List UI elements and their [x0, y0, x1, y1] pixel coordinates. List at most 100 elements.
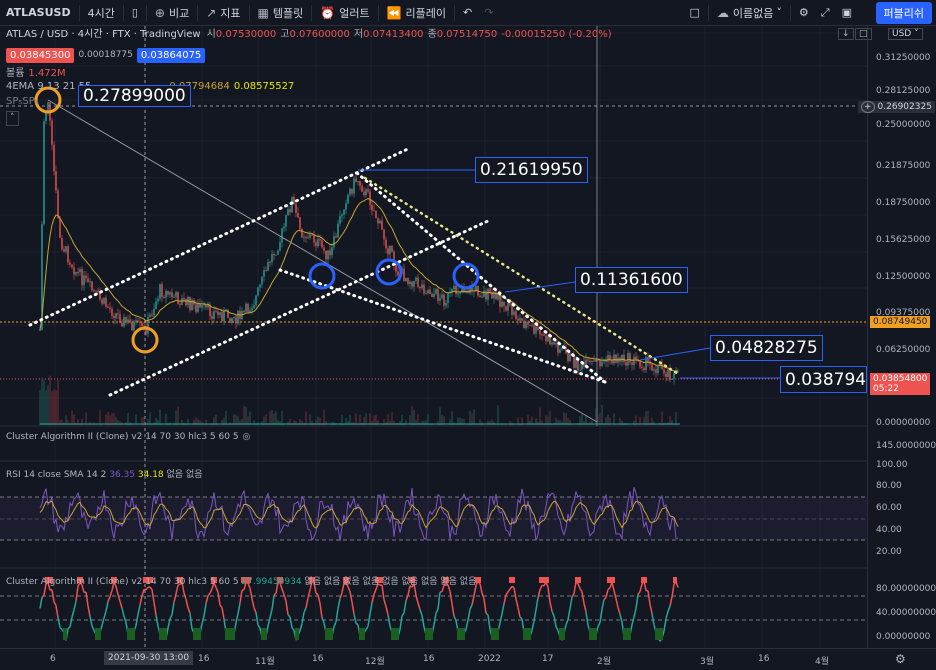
chart-type-button[interactable]: ▯	[126, 0, 144, 26]
cluster2-lo-144	[327, 628, 329, 640]
candle-body-93	[225, 309, 227, 312]
volume-bar-148	[335, 422, 337, 425]
volume-bar-233	[505, 423, 507, 425]
volume-bar-158	[355, 413, 357, 425]
cluster2-lo-178	[395, 628, 397, 640]
volume-bar-283	[605, 417, 607, 425]
redo-button[interactable]: ↷	[478, 0, 499, 26]
volume-bar-114	[267, 423, 269, 425]
cluster2-seg-287	[613, 590, 617, 599]
candle-body-128	[295, 204, 297, 213]
fullscreen-button[interactable]: ⤢	[815, 0, 836, 26]
alerts-button[interactable]: ⏰ 얼러트	[314, 0, 375, 26]
cluster2-seg-78	[195, 636, 199, 639]
candle-body-107	[253, 305, 255, 309]
cluster2-seg-179	[397, 629, 401, 638]
eye-icon[interactable]: ◎	[242, 432, 251, 442]
volume-bar-150	[339, 423, 341, 425]
templates-button[interactable]: ▦ 템플릿	[252, 0, 310, 26]
fullscreen-icon: ⤢	[820, 5, 830, 19]
indicators-button[interactable]: ↗ 지표	[200, 0, 246, 26]
cluster2-lo-193	[425, 628, 427, 640]
volume-bar-180	[399, 421, 401, 425]
cluster2-seg-264	[567, 608, 571, 620]
cluster2-seg-41	[121, 608, 125, 617]
currency-selector[interactable]: USD ˅	[888, 28, 923, 40]
cluster2-lo-228	[495, 628, 497, 640]
sell-price-button[interactable]: 0.03845300	[6, 47, 75, 63]
cluster2-seg-105	[249, 588, 253, 599]
candle-body-105	[249, 310, 251, 313]
price-tick-8: 0.09375000	[876, 308, 931, 318]
volume-bar-63	[165, 413, 167, 425]
cluster2-seg-183	[405, 595, 409, 602]
volume-bar-160	[359, 414, 361, 425]
collapse-legend-button[interactable]: ˄	[6, 111, 19, 126]
volume-bar-81	[201, 421, 203, 425]
blue-circle-2	[375, 258, 403, 286]
cluster2-hi-252	[543, 577, 545, 583]
snapshot-button[interactable]: ▣	[836, 0, 858, 26]
cluster2-seg-42	[123, 615, 127, 623]
volume-bar-101	[241, 419, 243, 425]
cluster2-seg-158	[355, 622, 359, 626]
candle-body-25	[89, 281, 91, 283]
time-label-7: 2022	[478, 654, 501, 664]
candle-body-260	[559, 349, 561, 353]
candle-body-267	[573, 355, 575, 368]
compare-button[interactable]: ⊕ 비교	[149, 0, 195, 26]
p3-tick-0: 0.00000000	[876, 632, 931, 642]
volume-bar-20	[79, 424, 81, 425]
candle-body-280	[599, 360, 601, 367]
undo-button[interactable]: ↶	[457, 0, 478, 26]
price-tick-1: 0.31250000	[876, 53, 931, 63]
time-axis[interactable]: 6 2021-09-30 13:00 16 11월 16 12월 16 2022…	[0, 648, 936, 670]
candle-body-64	[167, 290, 169, 295]
buy-price-button[interactable]: 0.03864075	[136, 47, 206, 63]
cluster2-seg-173	[385, 606, 389, 615]
cluster2-hi-251	[541, 577, 543, 583]
candle-body-87	[213, 311, 215, 319]
settings-button[interactable]: ⚙	[793, 0, 815, 26]
price-axis[interactable]: USD ˅ ↓ □ 0.31250000 0.28125000 0.250000…	[838, 26, 936, 648]
candle-body-182	[403, 268, 405, 282]
cluster2-hi-317	[673, 577, 675, 583]
cluster2-lo-244	[527, 628, 529, 640]
interval-selector[interactable]: 4시간	[87, 6, 115, 20]
cluster2-lo-79	[197, 628, 199, 640]
candle-body-47	[133, 322, 135, 331]
candle-body-58	[155, 301, 157, 309]
layout-button[interactable]: □	[684, 0, 706, 26]
candle-body-63	[165, 290, 167, 298]
publish-button[interactable]: 퍼블리쉬	[875, 2, 932, 24]
cluster2-seg-108	[255, 612, 259, 626]
save-layout-button[interactable]: ☁ 이름없음 ˅	[711, 0, 788, 26]
cluster2-seg-273	[585, 611, 589, 626]
cluster2-hi-269	[577, 577, 579, 583]
cluster2-lo-13	[65, 628, 67, 640]
cluster2-seg-61	[161, 632, 165, 638]
pane3-label: Cluster Algorithm II (Clone) v2 14 70 30…	[6, 577, 239, 587]
volume-bar-290	[619, 418, 621, 425]
axis-button-2[interactable]: □	[855, 28, 872, 40]
cluster2-lo-177	[393, 628, 395, 640]
candle-body-161	[361, 185, 363, 192]
volume-bar-115	[269, 411, 271, 425]
volume-bar-34	[107, 411, 109, 425]
rsi-sma-line	[39, 500, 679, 529]
axis-settings-icon[interactable]: ⚙	[895, 652, 906, 666]
candle-body-264	[567, 353, 569, 362]
add-icon[interactable]: +	[861, 101, 875, 113]
volume-bar-276	[591, 420, 593, 425]
candle-body-293	[625, 362, 627, 366]
axis-button[interactable]: ↓	[838, 28, 854, 40]
volume-bar-269	[577, 423, 579, 425]
replay-button[interactable]: ⏪ 리플레이	[381, 0, 452, 26]
cluster2-seg-175	[389, 625, 393, 633]
candle-body-104	[247, 303, 249, 313]
cluster2-seg-263	[565, 619, 569, 626]
candle-body-76	[191, 299, 193, 311]
volume-bar-77	[193, 419, 195, 425]
cluster2-seg-148	[335, 608, 339, 623]
symbol-search[interactable]: ATLASUSD	[6, 6, 71, 19]
